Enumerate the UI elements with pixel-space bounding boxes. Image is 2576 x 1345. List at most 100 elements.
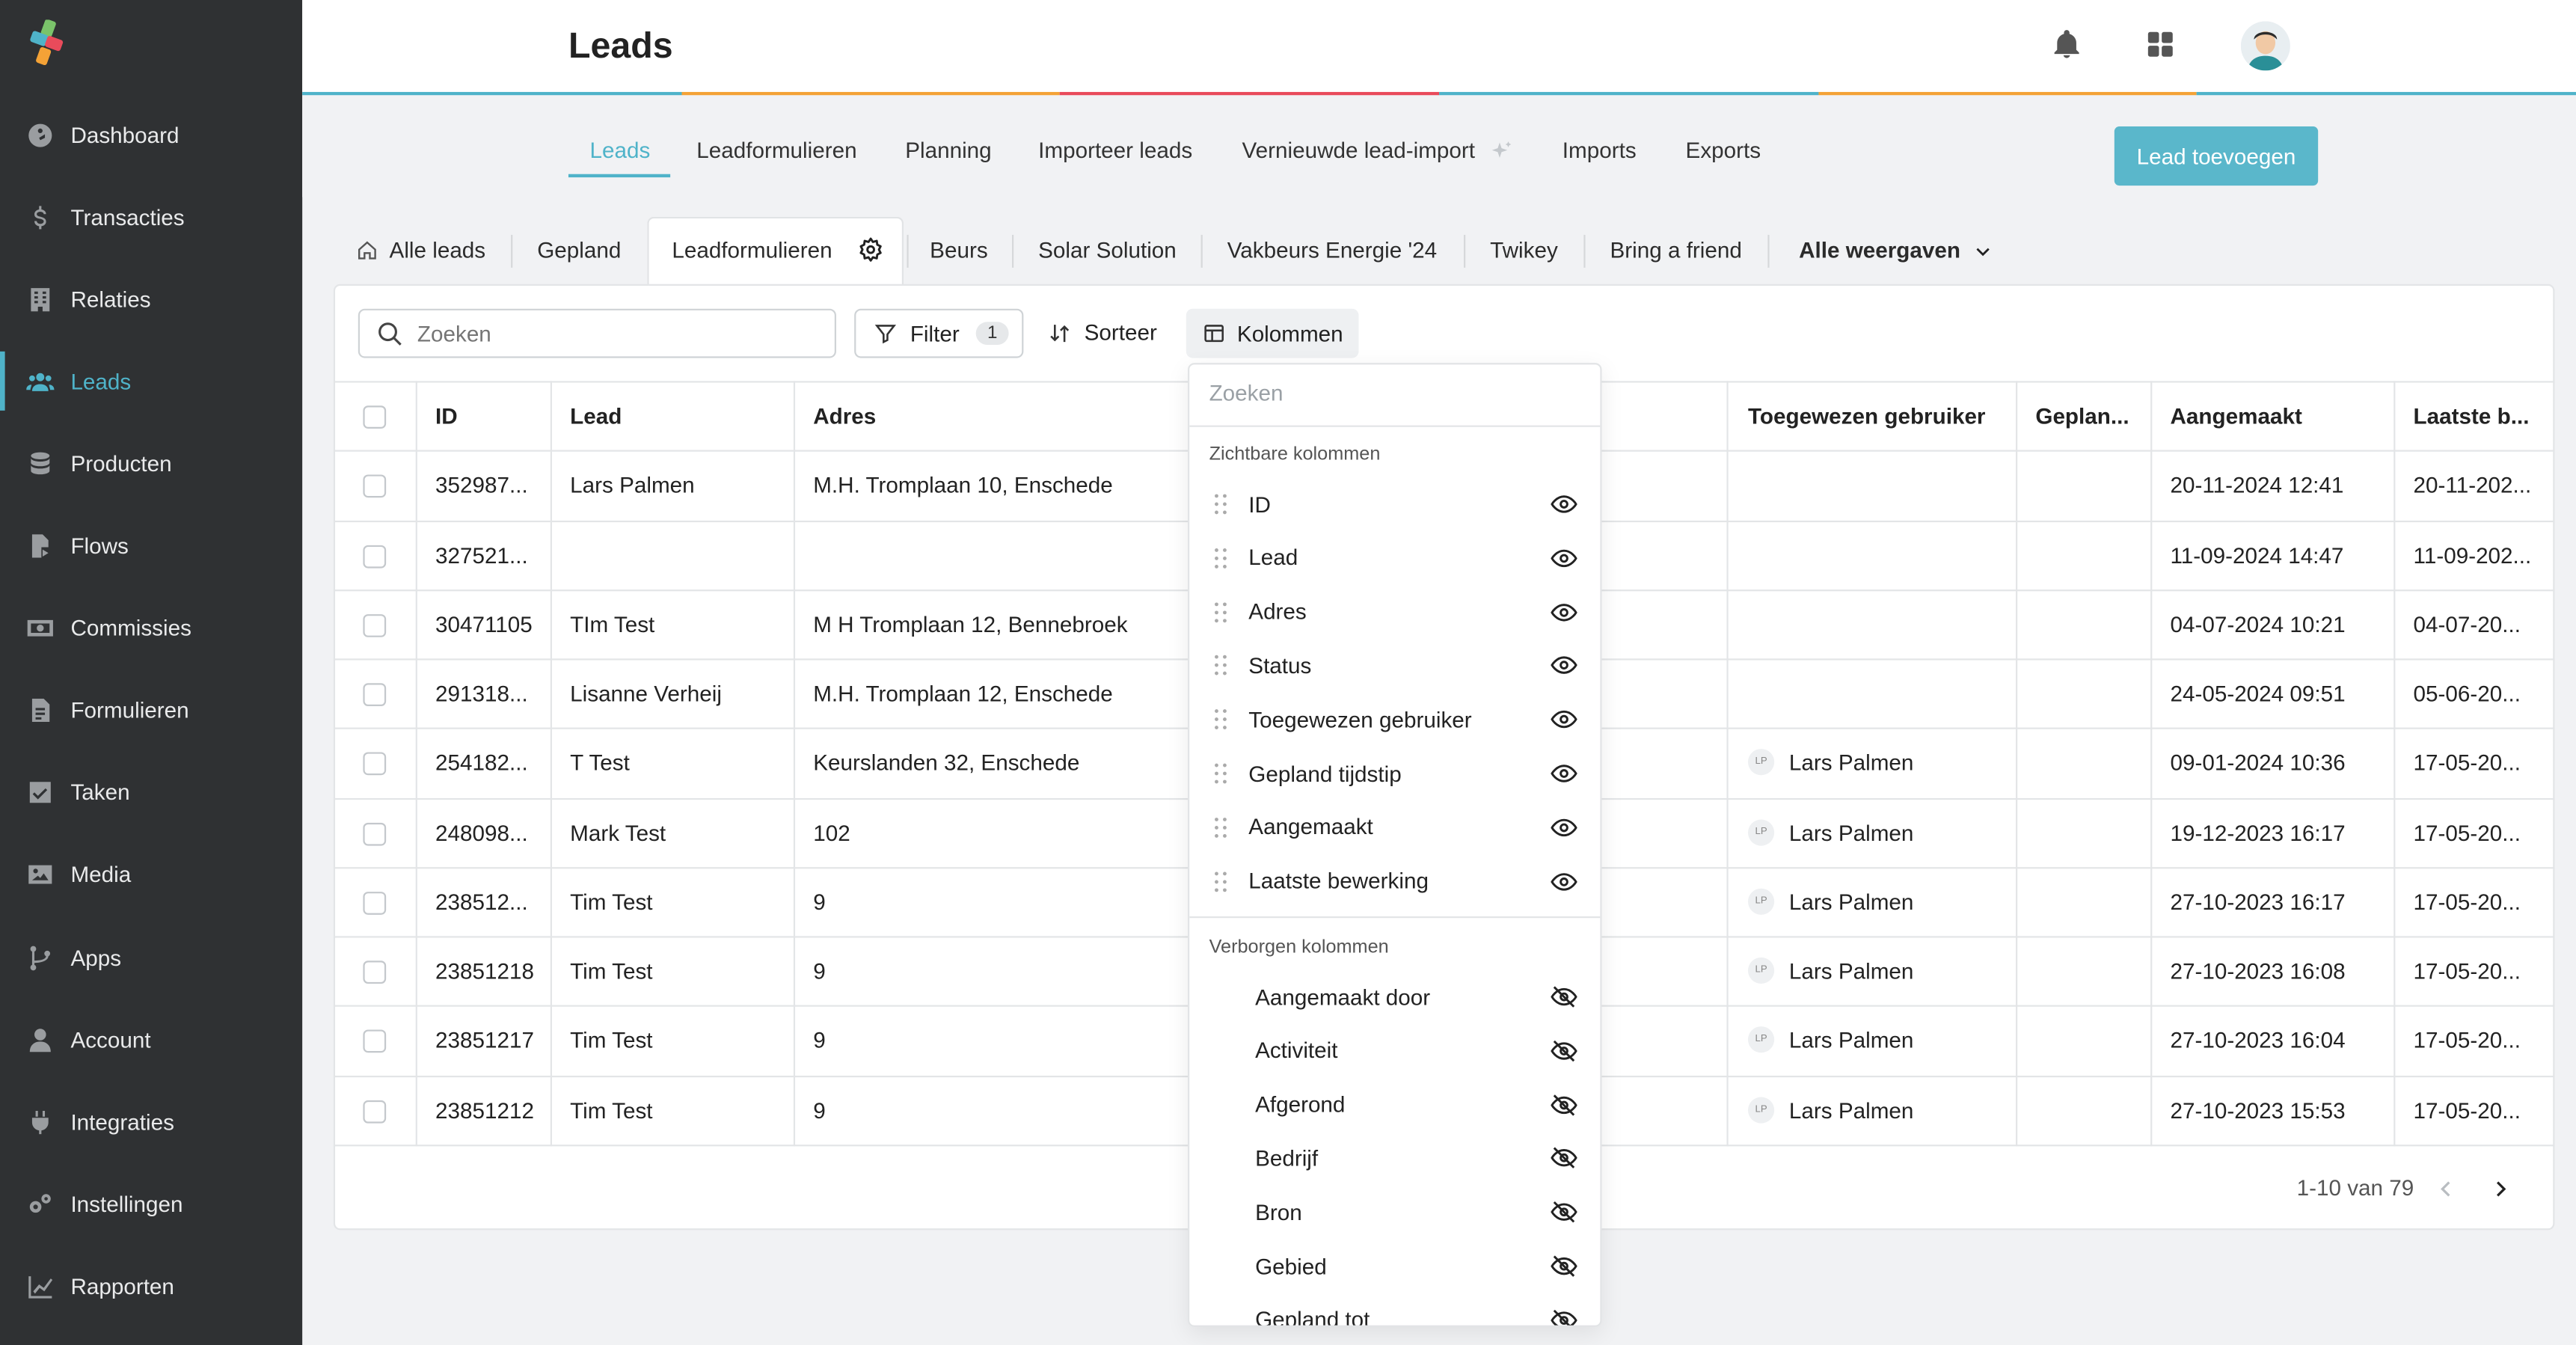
cell-lead[interactable]: T Test [570, 750, 630, 776]
tab-leads[interactable]: Leads [589, 138, 651, 163]
visible-column-item[interactable]: Adres [1189, 589, 1600, 634]
drag-handle-icon[interactable] [1212, 655, 1229, 678]
sidebar-item-transacties[interactable]: Transacties [0, 187, 302, 246]
cell-adres[interactable]: M.H. Tromplaan 10, Enschede [813, 473, 1113, 498]
sidebar-item-flows[interactable]: Flows [0, 515, 302, 575]
hidden-column-item[interactable]: Gepland tot [1189, 1297, 1600, 1327]
user-avatar[interactable] [2240, 21, 2290, 71]
apps-grid-icon[interactable] [2144, 28, 2177, 61]
filter-button[interactable]: Filter 1 [854, 308, 1024, 358]
row-checkbox[interactable] [363, 961, 387, 984]
bell-icon[interactable] [2050, 28, 2083, 61]
eye-off-icon[interactable] [1551, 1145, 1577, 1171]
search-input[interactable] [417, 316, 812, 350]
hidden-column-item[interactable]: Bron [1189, 1189, 1600, 1235]
search-box[interactable] [358, 308, 836, 358]
eye-off-icon[interactable] [1551, 1091, 1577, 1118]
column-header[interactable]: Geplan... [2035, 404, 2129, 429]
cell-adres[interactable]: M H Tromplaan 12, Bennebroek [813, 612, 1128, 637]
drag-handle-icon[interactable] [1212, 547, 1229, 570]
sort-button[interactable]: Sorteer [1048, 320, 1157, 345]
visible-column-item[interactable]: Aangemaakt [1189, 804, 1600, 850]
drag-handle-icon[interactable] [1212, 493, 1229, 516]
cell-adres[interactable]: 9 [813, 959, 826, 984]
hidden-column-item[interactable]: Afgerond [1189, 1082, 1600, 1127]
cell-id[interactable]: 238512... [435, 889, 528, 915]
hidden-column-item[interactable]: Aangemaakt door [1189, 974, 1600, 1020]
chevron-left-icon[interactable] [2435, 1177, 2458, 1201]
view-tab-solar-solution[interactable]: Solar Solution [1038, 238, 1177, 263]
view-tab-gepland[interactable]: Gepland [537, 238, 622, 263]
cell-id[interactable]: 291318... [435, 681, 528, 707]
hidden-column-item[interactable]: Bedrijf [1189, 1136, 1600, 1181]
chevron-right-icon[interactable] [2489, 1177, 2512, 1201]
sidebar-item-commissies[interactable]: Commissies [0, 598, 302, 657]
cell-id[interactable]: 248098... [435, 821, 528, 846]
gear-icon[interactable] [858, 236, 884, 263]
cell-adres[interactable]: 9 [813, 1028, 826, 1053]
hidden-column-item[interactable]: Activiteit [1189, 1028, 1600, 1073]
drag-handle-icon[interactable] [1212, 870, 1229, 893]
eye-icon[interactable] [1551, 545, 1577, 571]
eye-icon[interactable] [1551, 652, 1577, 678]
row-checkbox[interactable] [363, 752, 387, 776]
row-checkbox[interactable] [363, 683, 387, 707]
eye-off-icon[interactable] [1551, 1199, 1577, 1225]
row-checkbox[interactable] [363, 474, 387, 498]
hidden-column-item[interactable]: Gebied [1189, 1243, 1600, 1289]
eye-icon[interactable] [1551, 868, 1577, 894]
sidebar-item-producten[interactable]: Producten [0, 434, 302, 493]
sidebar-item-relaties[interactable]: Relaties [0, 269, 302, 328]
cell-lead[interactable]: Tim Test [570, 1028, 653, 1053]
view-tab-beurs[interactable]: Beurs [930, 238, 988, 263]
drag-handle-icon[interactable] [1212, 708, 1229, 732]
sidebar-item-apps[interactable]: Apps [0, 928, 302, 987]
view-tab-twikey[interactable]: Twikey [1490, 238, 1558, 263]
tab-vernieuwde-lead-import[interactable]: Vernieuwde lead-import [1242, 138, 1476, 163]
eye-icon[interactable] [1551, 760, 1577, 786]
eye-off-icon[interactable] [1551, 984, 1577, 1010]
eye-off-icon[interactable] [1551, 1307, 1577, 1327]
tab-importeer-leads[interactable]: Importeer leads [1038, 138, 1193, 163]
column-header[interactable]: ID [435, 404, 458, 429]
column-header[interactable]: Lead [570, 404, 622, 429]
view-tab-vakbeurs-energie-24[interactable]: Vakbeurs Energie '24 [1227, 238, 1438, 263]
cell-id[interactable]: 327521... [435, 543, 528, 569]
view-tab-alle-leads[interactable]: Alle leads [389, 238, 486, 263]
eye-off-icon[interactable] [1551, 1038, 1577, 1064]
column-header[interactable]: Adres [813, 404, 877, 429]
cell-lead[interactable]: Tim Test [570, 1098, 653, 1124]
eye-icon[interactable] [1551, 598, 1577, 625]
sidebar-item-account[interactable]: Account [0, 1010, 302, 1069]
sidebar-item-formulieren[interactable]: Formulieren [0, 680, 302, 739]
cell-adres[interactable]: 9 [813, 1098, 826, 1124]
row-checkbox[interactable] [363, 614, 387, 637]
cell-adres[interactable]: Keurslanden 32, Enschede [813, 750, 1080, 776]
select-all-checkbox[interactable] [363, 405, 387, 429]
row-checkbox[interactable] [363, 1029, 387, 1053]
cell-adres[interactable]: 9 [813, 889, 826, 915]
sidebar-item-leads[interactable]: Leads [0, 351, 302, 411]
row-checkbox[interactable] [363, 822, 387, 846]
drag-handle-icon[interactable] [1212, 762, 1229, 785]
tab-leadformulieren[interactable]: Leadformulieren [696, 138, 857, 163]
add-lead-button[interactable]: Lead toevoegen [2114, 126, 2319, 186]
view-tab-leadformulieren[interactable]: Leadformulieren [672, 238, 832, 263]
cell-id[interactable]: 23851212 [435, 1098, 535, 1124]
tab-planning[interactable]: Planning [905, 138, 992, 163]
visible-column-item[interactable]: Laatste bewerking [1189, 858, 1600, 904]
view-tab-bring-a-friend[interactable]: Bring a friend [1610, 238, 1742, 263]
eye-icon[interactable] [1551, 814, 1577, 840]
row-checkbox[interactable] [363, 892, 387, 915]
visible-column-item[interactable]: Status [1189, 643, 1600, 688]
eye-icon[interactable] [1551, 491, 1577, 517]
cell-lead[interactable]: Mark Test [570, 821, 666, 846]
tab-exports[interactable]: Exports [1685, 138, 1761, 163]
sidebar-item-dashboard[interactable]: Dashboard [0, 105, 302, 165]
cell-lead[interactable]: Lars Palmen [570, 473, 695, 498]
eye-off-icon[interactable] [1551, 1253, 1577, 1279]
cell-id[interactable]: 254182... [435, 750, 528, 776]
visible-column-item[interactable]: Gepland tijdstip [1189, 750, 1600, 796]
sidebar-item-instellingen[interactable]: Instellingen [0, 1174, 302, 1234]
visible-column-item[interactable]: Lead [1189, 535, 1600, 580]
